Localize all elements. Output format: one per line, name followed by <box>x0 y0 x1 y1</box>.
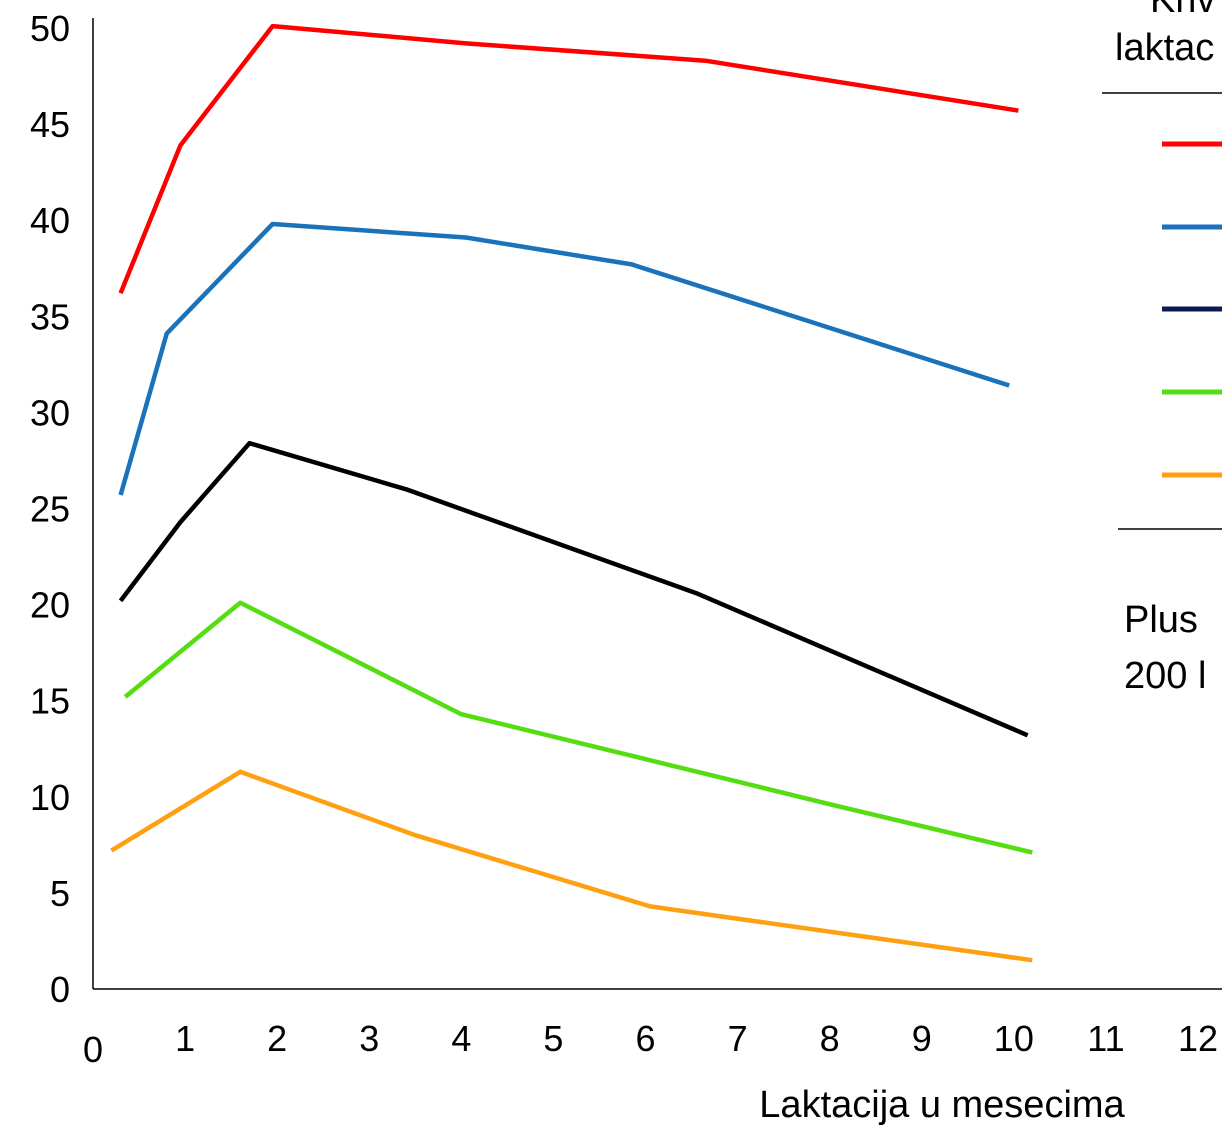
axes <box>92 18 1222 990</box>
y-tick-label: 35 <box>30 296 70 337</box>
x-tick-label: 9 <box>912 1018 932 1059</box>
x-tick-label: 4 <box>451 1018 471 1059</box>
series-line-2 <box>118 221 1010 496</box>
x-tick-label: 8 <box>820 1018 840 1059</box>
y-tick-label: 15 <box>30 681 70 722</box>
y-tick-label: 0 <box>50 969 70 1010</box>
x-tick-labels: 0 1 2 3 4 5 6 7 8 9 10 11 12 <box>83 1018 1218 1070</box>
x-tick-label: 3 <box>359 1018 379 1059</box>
note-line-2: 200 l <box>1124 655 1206 697</box>
y-tick-label: 40 <box>30 200 70 241</box>
x-tick-label: 7 <box>728 1018 748 1059</box>
x-tick-label: 12 <box>1178 1018 1218 1059</box>
y-tick-label: 10 <box>30 777 70 818</box>
legend-title-line-1: Kriv <box>1150 0 1215 21</box>
x-tick-label: 1 <box>175 1018 195 1059</box>
legend-swatches <box>1162 141 1222 478</box>
y-tick-label: 50 <box>30 8 70 49</box>
y-tick-label: 5 <box>50 873 70 914</box>
x-tick-label: 2 <box>267 1018 287 1059</box>
series-line-3 <box>118 440 1029 738</box>
y-tick-label: 45 <box>30 104 70 145</box>
x-axis-label: Laktacija u mesecima <box>759 1084 1125 1126</box>
x-tick-label: 11 <box>1087 1018 1124 1059</box>
series-line-4 <box>123 600 1033 855</box>
x-tick-label: 0 <box>83 1029 103 1070</box>
x-tick-label: 5 <box>543 1018 563 1059</box>
x-tick-label: 6 <box>635 1018 655 1059</box>
y-tick-label: 25 <box>30 489 70 530</box>
legend: Kriv laktac <box>1102 0 1222 530</box>
y-tick-label: 30 <box>30 392 70 433</box>
y-tick-label: 20 <box>30 585 70 626</box>
legend-title-line-2: laktac <box>1115 27 1214 69</box>
x-tick-label: 10 <box>994 1018 1034 1059</box>
series-lines <box>110 23 1033 963</box>
series-line-1 <box>118 23 1019 295</box>
y-tick-labels: 0 5 10 15 20 25 30 35 40 45 50 <box>30 8 70 1010</box>
series-line-5 <box>110 769 1033 963</box>
note-line-1: Plus <box>1124 599 1198 641</box>
